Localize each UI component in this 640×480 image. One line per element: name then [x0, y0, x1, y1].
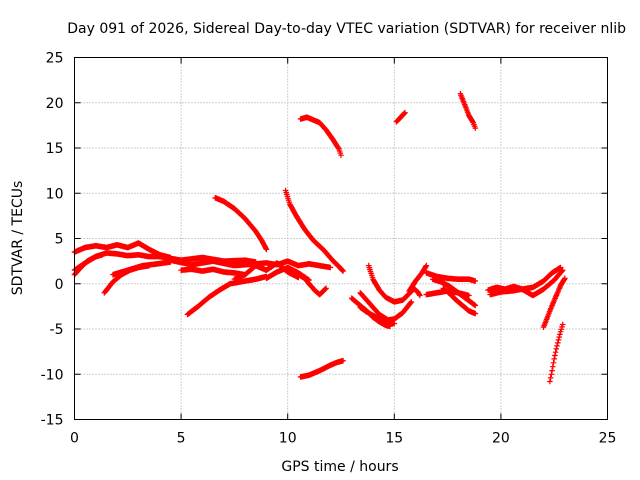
- point-marks: [487, 267, 566, 299]
- point-marks: [547, 321, 566, 385]
- x-tick-label: 15: [385, 431, 403, 447]
- x-tick-label: 0: [70, 431, 79, 447]
- point-marks: [297, 114, 344, 158]
- point-marks: [178, 266, 248, 278]
- point-marks: [71, 252, 105, 278]
- y-tick-label: -15: [41, 413, 64, 429]
- point-marks: [406, 262, 430, 294]
- series-arc-x: [406, 262, 430, 294]
- y-tick-label: 10: [46, 186, 64, 202]
- series-arc-k: [184, 273, 270, 318]
- point-marks: [110, 259, 174, 278]
- point-marks: [457, 90, 479, 131]
- axis-ticks: 0 5 10 15 20 25 -15 -10 -5 0 5 10 15 20 25: [41, 51, 617, 447]
- data-points: [71, 90, 568, 385]
- point-marks: [393, 109, 408, 125]
- series-arc-h: [178, 266, 248, 278]
- y-axis-label: SDTVAR / TECUs: [10, 181, 26, 296]
- series-arc-u: [365, 262, 417, 305]
- gridlines: [74, 57, 608, 420]
- series-arc-v: [393, 109, 408, 125]
- series-arc-p: [297, 114, 344, 158]
- series-arc-ae: [487, 267, 566, 299]
- x-tick-label: 5: [177, 431, 186, 447]
- x-tick-label: 25: [599, 431, 617, 447]
- point-marks: [184, 273, 270, 318]
- point-marks: [357, 304, 398, 327]
- series-arc-e: [110, 259, 174, 278]
- point-marks: [282, 187, 346, 274]
- series-arc-l: [212, 195, 270, 253]
- series-arc-ab: [423, 288, 472, 299]
- series-arc-y: [423, 270, 479, 284]
- x-tick-label: 20: [492, 431, 510, 447]
- series-arc-ag: [547, 321, 566, 385]
- x-axis-label: GPS time / hours: [281, 459, 398, 475]
- series-arc-m: [282, 187, 346, 274]
- point-marks: [540, 275, 568, 330]
- series-arc-t: [357, 304, 398, 327]
- point-marks: [263, 264, 312, 283]
- series-arc-af: [540, 275, 568, 330]
- x-tick-label: 10: [279, 431, 297, 447]
- point-marks: [297, 357, 346, 380]
- y-tick-label: 5: [55, 232, 64, 248]
- point-marks: [423, 288, 472, 299]
- series-arc-c: [71, 252, 105, 278]
- point-marks: [212, 195, 270, 253]
- series-arc-o: [263, 264, 312, 283]
- series-arc-q: [297, 357, 346, 380]
- y-tick-label: -5: [50, 322, 64, 338]
- y-tick-label: 25: [46, 51, 64, 67]
- chart-title: Day 091 of 2026, Sidereal Day-to-day VTE…: [67, 21, 626, 37]
- y-tick-label: -10: [41, 367, 64, 383]
- y-tick-label: 0: [55, 277, 64, 293]
- y-tick-label: 15: [46, 141, 64, 157]
- point-marks: [365, 262, 417, 305]
- y-tick-label: 20: [46, 96, 64, 112]
- point-marks: [423, 270, 479, 284]
- series-arc-ac: [457, 90, 479, 131]
